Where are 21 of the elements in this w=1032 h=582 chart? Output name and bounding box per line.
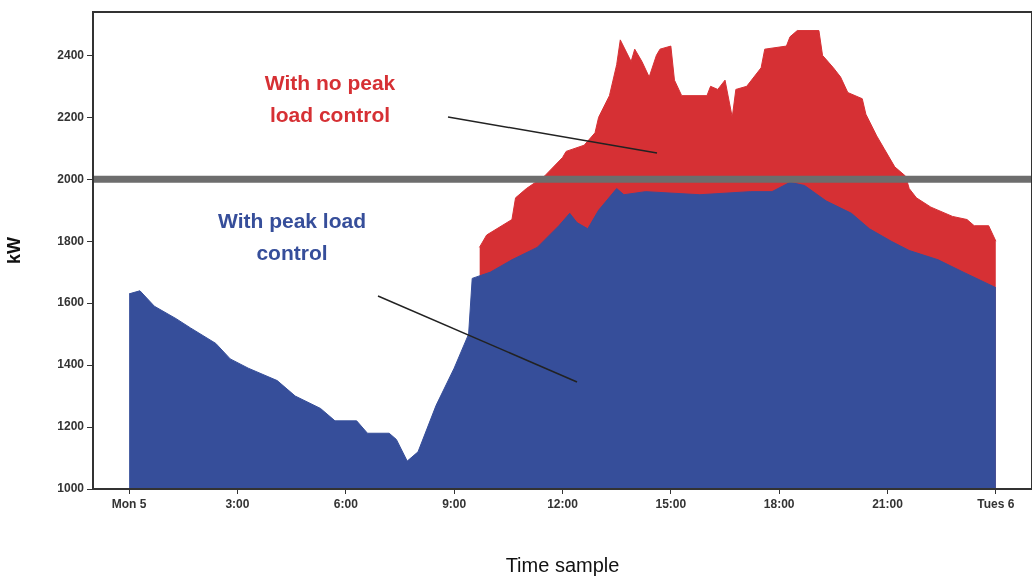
y-axis-title: kW (3, 236, 24, 264)
x-tick-label: 21:00 (872, 496, 904, 511)
y-tick-label: 1800 (57, 233, 85, 248)
x-axis-title: Time sample (505, 553, 620, 576)
y-tick-label: 1600 (57, 295, 85, 310)
y-tick-label: 2000 (57, 171, 85, 186)
text: With no peak load control (264, 70, 396, 126)
x-tick-label: 15:00 (655, 496, 687, 511)
y-tick-label: 1200 (57, 419, 85, 434)
text: With peak load control (218, 208, 366, 264)
x-tick-label: 18:00 (763, 496, 795, 511)
x-tick-label: 3:00 (225, 496, 250, 511)
y-tick-label: 1000 (57, 481, 85, 496)
x-tick-label: Tues 6 (977, 496, 1015, 511)
y-tick-label: 1400 (57, 357, 85, 372)
x-tick-label: 9:00 (442, 496, 467, 511)
x-tick-label: 12:00 (547, 496, 579, 511)
x-tick-label: 6:00 (333, 496, 359, 511)
y-tick-label: 2200 (57, 109, 85, 124)
y-tick-label: 2400 (57, 47, 85, 62)
x-tick-label: Mon 5 (111, 496, 147, 511)
